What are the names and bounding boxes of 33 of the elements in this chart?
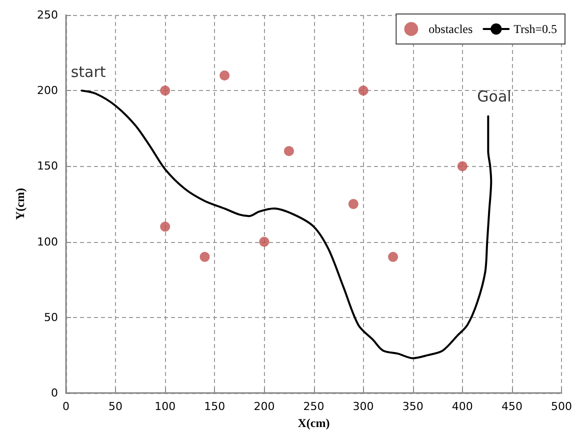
y-tick-label: 200 <box>37 84 58 98</box>
y-tick-label: 100 <box>37 235 58 248</box>
y-axis-title: Y(cm) <box>13 188 28 220</box>
point <box>348 199 358 209</box>
x-axis-title: X(cm) <box>298 416 330 430</box>
annotation: start <box>70 63 106 82</box>
point <box>160 222 170 232</box>
x-tick-label: 200 <box>254 400 275 413</box>
legend-label: Trsh=0.5 <box>514 22 557 36</box>
y-tick-label: 50 <box>44 310 58 324</box>
x-tick-label: 150 <box>204 400 226 413</box>
point <box>160 86 170 96</box>
y-tick-label: 250 <box>37 8 58 22</box>
x-tick-label: 450 <box>501 400 522 413</box>
y-tick-label: 150 <box>37 160 58 173</box>
x-tick-label: 50 <box>108 400 123 413</box>
x-tick-label: 400 <box>452 400 473 413</box>
annotation: Goal <box>477 87 512 106</box>
point <box>220 70 230 80</box>
point <box>200 252 210 262</box>
x-tick-label: 300 <box>352 400 374 413</box>
x-tick-label: 100 <box>154 400 176 413</box>
point <box>358 86 368 96</box>
point <box>259 236 270 247</box>
x-tick-label: 250 <box>303 400 324 413</box>
point <box>457 161 468 172</box>
point <box>388 252 398 262</box>
x-tick-label: 500 <box>551 400 572 413</box>
legend-label: obstacles <box>428 22 473 36</box>
point <box>284 146 294 156</box>
x-tick-label: 0 <box>62 400 70 413</box>
y-tick-label: 0 <box>51 386 58 400</box>
x-tick-label: 350 <box>402 400 424 413</box>
